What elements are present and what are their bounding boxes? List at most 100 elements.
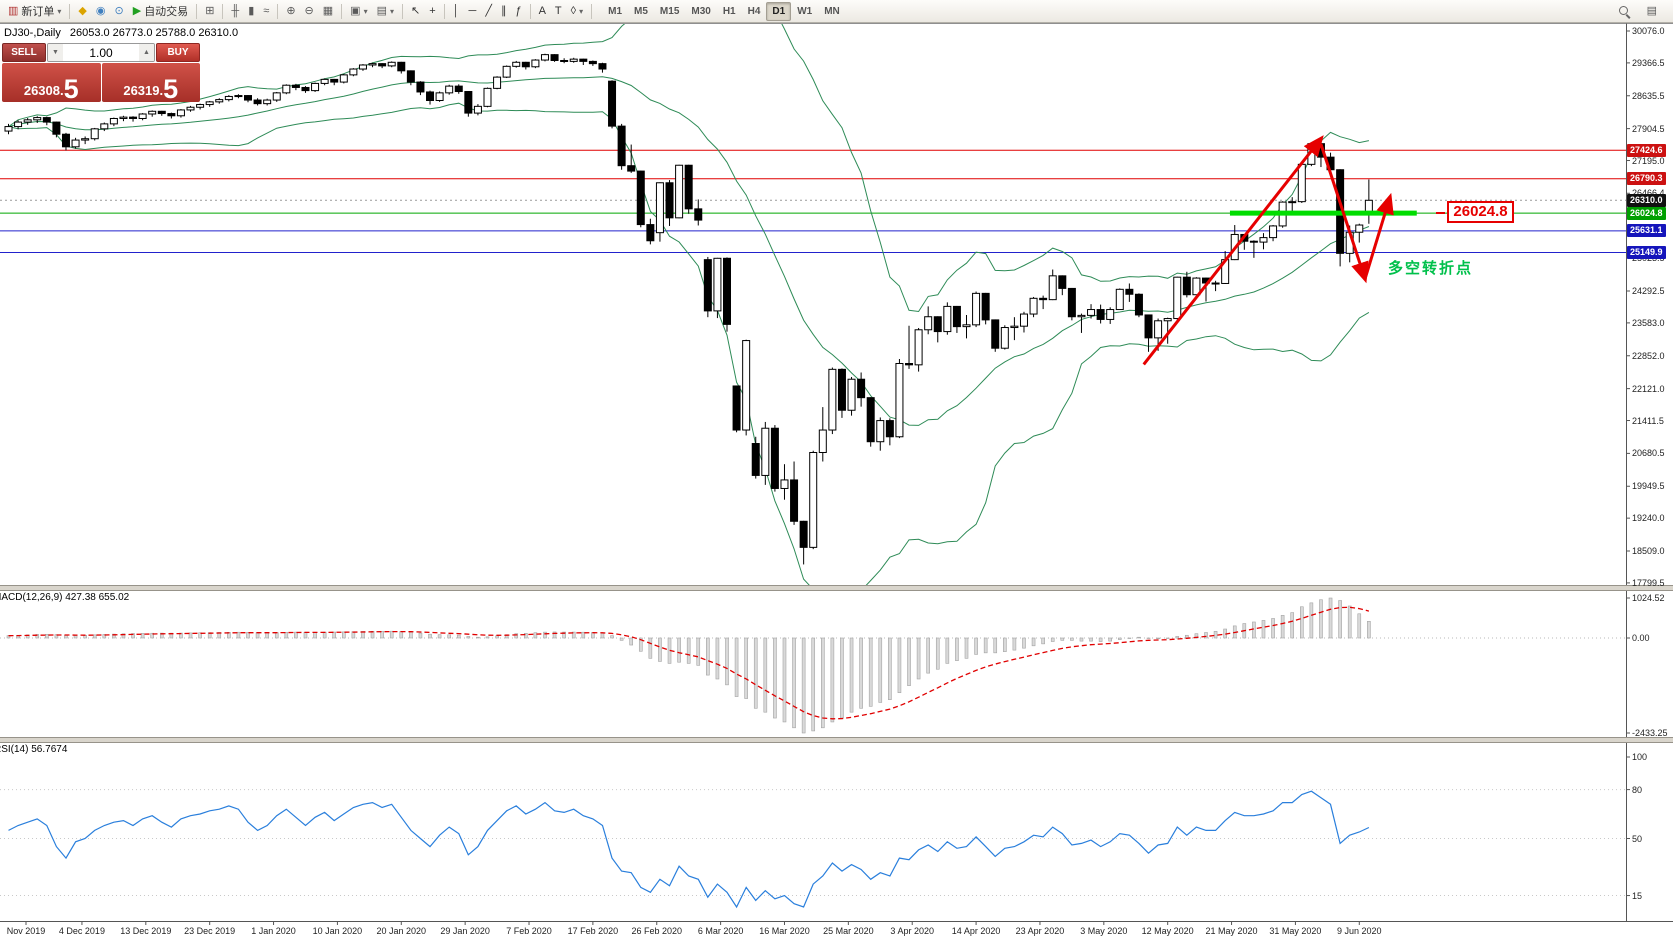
sell-price-button[interactable]: 26308. 5 [2,63,101,103]
timeframe-h1-button[interactable]: H1 [717,2,742,21]
turning-point-annotation[interactable]: 多空转折点 [1388,260,1474,278]
macd-histogram-bar [1165,637,1170,639]
grid-icon: ▦ [322,4,334,17]
bull-candle [1019,313,1028,327]
grid-button[interactable]: ▦ [319,2,337,21]
line-chart-button[interactable]: ≈ [259,2,273,21]
timeframe-d1-button[interactable]: D1 [766,1,792,21]
macd-histogram-bar [1338,600,1342,639]
one-click-trading-panel: SELL ▼ 1.00 ▲ BUY 26308. 5 26319. 5 [2,43,200,103]
rsi-indicator-label: RSI(14) 56.7674 [0,744,68,755]
text-label-button[interactable]: T [551,2,566,21]
new-order-button[interactable]: ▥ 新订单 ▾ [4,2,65,21]
bear-candle [291,84,300,88]
zoom-out-button[interactable]: ⊖ [301,2,318,21]
new-chart-button[interactable]: ▣ ▾ [346,2,371,21]
bollinger-lower-band [8,102,1370,585]
volume-input[interactable]: 1.00 [89,45,113,60]
text-button[interactable]: A [535,2,550,21]
fibonacci-button[interactable]: ƒ [511,2,525,21]
volume-increase-button[interactable]: ▲ [139,44,154,61]
bull-candle [540,54,549,61]
tile-windows-button[interactable]: ⊞ [201,2,218,21]
timeframe-h4-button[interactable]: H4 [742,2,767,21]
caret-down-icon: ▾ [57,6,62,16]
macd-histogram-bar [92,634,97,639]
bear-candle [684,164,693,210]
bull-candle [828,368,837,431]
macd-histogram-bar [1089,637,1093,642]
macd-histogram-bar [629,637,634,646]
timeframe-m5-button[interactable]: M5 [628,2,654,21]
timeframe-m1-button[interactable]: M1 [602,2,628,21]
macd-histogram-bar [1041,637,1045,645]
bear-candle [157,110,166,115]
main-chart-group [4,24,1373,585]
macd-histogram-bar [600,632,605,639]
macd-histogram-bar [265,632,269,639]
macd-histogram-bar [830,637,835,723]
timeframe-w1-button[interactable]: W1 [791,2,818,21]
bear-candle [464,91,473,114]
zoom-in-button[interactable]: ⊕ [282,2,299,21]
arrows-button[interactable]: ◊ ▾ [567,2,587,21]
channel-button[interactable]: ∥ [497,2,511,21]
macd-histogram-bar [1117,637,1122,640]
autotrade-play-icon: ▶ [132,4,142,17]
macd-histogram-bar [54,634,59,639]
buy-price-button[interactable]: 26319. 5 [101,63,200,103]
bull-candle [23,119,32,123]
bear-candle [1125,288,1134,295]
cursor-button[interactable]: ↖ [407,2,424,21]
macd-histogram-bar [1300,606,1304,639]
horizontal-line-button[interactable]: ─ [465,2,481,21]
bear-candle [253,99,262,105]
timeframe-m30-button[interactable]: M30 [685,2,716,21]
macd-histogram-bar [1309,602,1314,639]
search-icon [1618,5,1631,18]
macd-histogram-bar [935,637,940,670]
macd-histogram-bar [284,632,289,639]
macd-histogram-bar [744,637,748,699]
macd-histogram-bar [1127,637,1132,639]
arrows-icon: ◊ [570,4,577,17]
vertical-line-button[interactable]: │ [449,2,464,21]
bear-candle [723,257,731,325]
toolbar-right-group: ▤ [1614,2,1669,21]
bear-candle [790,479,799,522]
timeframe-m15-button[interactable]: M15 [654,2,685,21]
macd-histogram-bar [399,631,404,639]
bear-candle [799,520,808,548]
search-button[interactable] [1614,2,1635,21]
candlestick-chart-button[interactable]: ▮ [244,2,258,21]
macd-histogram-bar [1357,613,1362,639]
sell-button[interactable]: SELL [2,43,46,62]
favorites-button[interactable]: ◆ [74,2,90,21]
buy-button[interactable]: BUY [156,43,200,62]
profiles-button[interactable]: ▤ ▾ [373,2,398,21]
macd-histogram-bar [409,631,413,639]
crosshair-button[interactable]: + [425,2,439,21]
layout-button[interactable]: ▤ [1643,2,1661,21]
macd-histogram-bar [236,631,241,639]
timeframe-mn-button[interactable]: MN [818,2,846,21]
volume-decrease-button[interactable]: ▼ [48,44,63,61]
bull-candle [109,117,118,125]
trendline-button[interactable]: ╱ [481,2,496,21]
caret-down-icon: ▾ [389,6,394,16]
price-annotation-label[interactable]: 26024.8 [1447,200,1514,223]
bull-candle [502,65,511,78]
macd-histogram-bar [428,633,432,639]
bar-chart-button[interactable]: ╫ [227,2,243,21]
bull-candle [186,106,195,111]
line-chart-icon: ≈ [263,4,270,17]
bull-candle [148,110,157,115]
macd-histogram-bar [926,637,930,674]
macd-histogram-bar [188,632,193,639]
community-button[interactable]: ◉ [92,2,110,21]
autotrade-button[interactable]: ▶ 自动交易 [129,2,192,21]
bear-candle [608,80,617,127]
info-button[interactable]: ⊙ [111,2,128,21]
macd-histogram-bar [495,635,499,639]
